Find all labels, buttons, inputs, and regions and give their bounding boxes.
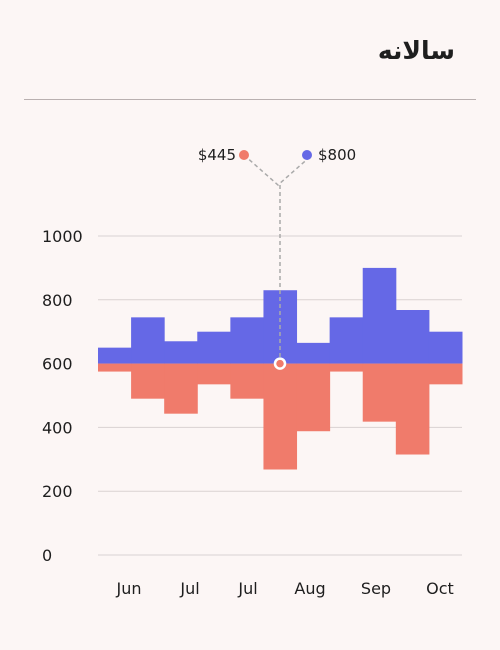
legend-dot-lower <box>239 150 249 160</box>
bar-upper[interactable] <box>164 341 198 364</box>
legend-label-upper: $800 <box>318 146 356 164</box>
y-tick-label: 200 <box>42 482 73 501</box>
y-tick-label: 600 <box>42 355 73 374</box>
y-tick-label: 400 <box>42 418 73 437</box>
bar-lower[interactable] <box>296 363 331 432</box>
bar-lower[interactable] <box>428 363 463 385</box>
y-tick-label: 1000 <box>42 227 83 246</box>
x-tick-label: Jul <box>237 579 257 598</box>
bar-upper[interactable] <box>131 317 165 364</box>
bar-lower[interactable] <box>131 363 165 399</box>
legend-dot-upper <box>302 150 312 160</box>
bar-upper[interactable] <box>362 267 397 364</box>
bar-upper[interactable] <box>230 317 264 364</box>
baseline-marker[interactable] <box>273 357 287 370</box>
bar-lower[interactable] <box>263 363 298 470</box>
header-divider <box>24 99 476 100</box>
legend-label-lower: $445 <box>198 146 236 164</box>
bar-upper[interactable] <box>329 317 364 364</box>
bar-upper[interactable] <box>296 342 331 364</box>
bar-lower[interactable] <box>98 363 132 372</box>
page-title: سالانه <box>377 36 455 65</box>
bar-upper[interactable] <box>428 331 463 364</box>
bar-lower[interactable] <box>197 363 231 385</box>
bar-lower[interactable] <box>329 363 364 372</box>
bar-upper[interactable] <box>197 331 231 364</box>
bar-upper[interactable] <box>395 310 430 364</box>
bar-lower[interactable] <box>395 363 430 455</box>
x-tick-label: Jun <box>116 579 142 598</box>
x-tick-label: Sep <box>361 579 391 598</box>
bar-lower[interactable] <box>230 363 264 399</box>
bar-lower[interactable] <box>164 363 198 414</box>
y-tick-label: 800 <box>42 291 73 310</box>
y-tick-label: 0 <box>42 546 52 565</box>
x-tick-label: Jul <box>179 579 199 598</box>
x-tick-label: Oct <box>426 579 454 598</box>
bar-lower[interactable] <box>362 363 397 422</box>
x-tick-label: Aug <box>294 579 325 598</box>
legend-leader-line <box>243 154 313 187</box>
bar-upper[interactable] <box>98 347 132 364</box>
